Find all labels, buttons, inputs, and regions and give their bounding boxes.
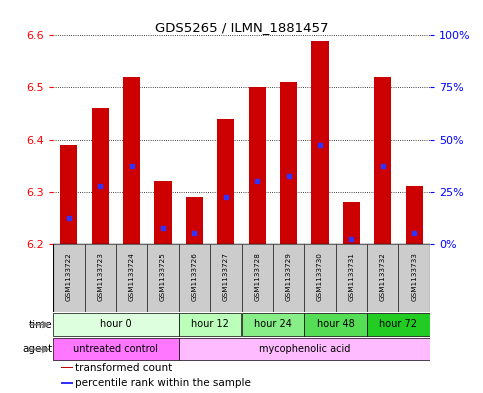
Text: hour 72: hour 72 bbox=[380, 319, 417, 329]
Bar bbox=[242, 314, 304, 336]
Text: hour 12: hour 12 bbox=[191, 319, 229, 329]
Bar bbox=[280, 82, 297, 244]
Text: hour 24: hour 24 bbox=[254, 319, 292, 329]
Bar bbox=[367, 244, 398, 312]
Bar bbox=[53, 314, 179, 336]
Text: hour 48: hour 48 bbox=[317, 319, 355, 329]
Text: percentile rank within the sample: percentile rank within the sample bbox=[75, 378, 251, 388]
Text: GSM1133730: GSM1133730 bbox=[317, 252, 323, 301]
Bar bbox=[179, 314, 242, 336]
Bar bbox=[186, 197, 203, 244]
Text: GSM1133723: GSM1133723 bbox=[97, 252, 103, 301]
Bar bbox=[273, 244, 304, 312]
Bar bbox=[53, 244, 85, 312]
Bar bbox=[85, 244, 116, 312]
Text: GSM1133724: GSM1133724 bbox=[128, 252, 135, 301]
Bar bbox=[123, 77, 140, 244]
Text: GSM1133726: GSM1133726 bbox=[191, 252, 198, 301]
Text: GSM1133732: GSM1133732 bbox=[380, 252, 386, 301]
Bar bbox=[147, 244, 179, 312]
Bar bbox=[249, 88, 266, 244]
Text: GSM1133733: GSM1133733 bbox=[411, 252, 417, 301]
Bar bbox=[60, 145, 77, 244]
Bar bbox=[304, 244, 336, 312]
Bar bbox=[210, 244, 242, 312]
Text: untreated control: untreated control bbox=[73, 344, 158, 354]
Text: GSM1133725: GSM1133725 bbox=[160, 252, 166, 301]
Bar bbox=[367, 314, 430, 336]
Text: mycophenolic acid: mycophenolic acid bbox=[258, 344, 350, 354]
Bar bbox=[179, 338, 430, 360]
Bar bbox=[92, 108, 109, 244]
Text: GSM1133728: GSM1133728 bbox=[254, 252, 260, 301]
Bar bbox=[61, 367, 73, 369]
Bar bbox=[336, 244, 367, 312]
Text: time: time bbox=[29, 320, 53, 330]
Bar bbox=[53, 338, 179, 360]
Bar bbox=[406, 187, 423, 244]
Title: GDS5265 / ILMN_1881457: GDS5265 / ILMN_1881457 bbox=[155, 21, 328, 34]
Bar bbox=[155, 181, 171, 244]
Text: agent: agent bbox=[23, 344, 53, 354]
Bar bbox=[398, 244, 430, 312]
Bar bbox=[374, 77, 391, 244]
Bar bbox=[242, 244, 273, 312]
Text: GSM1133722: GSM1133722 bbox=[66, 252, 72, 301]
Bar bbox=[312, 40, 328, 244]
Bar bbox=[304, 314, 367, 336]
Text: GSM1133731: GSM1133731 bbox=[348, 252, 355, 301]
Bar bbox=[61, 382, 73, 384]
Bar bbox=[217, 119, 234, 244]
Text: GSM1133729: GSM1133729 bbox=[285, 252, 292, 301]
Bar bbox=[179, 244, 210, 312]
Text: transformed count: transformed count bbox=[75, 363, 172, 373]
Bar bbox=[116, 244, 147, 312]
Text: GSM1133727: GSM1133727 bbox=[223, 252, 229, 301]
Text: hour 0: hour 0 bbox=[100, 319, 132, 329]
Bar bbox=[343, 202, 360, 244]
